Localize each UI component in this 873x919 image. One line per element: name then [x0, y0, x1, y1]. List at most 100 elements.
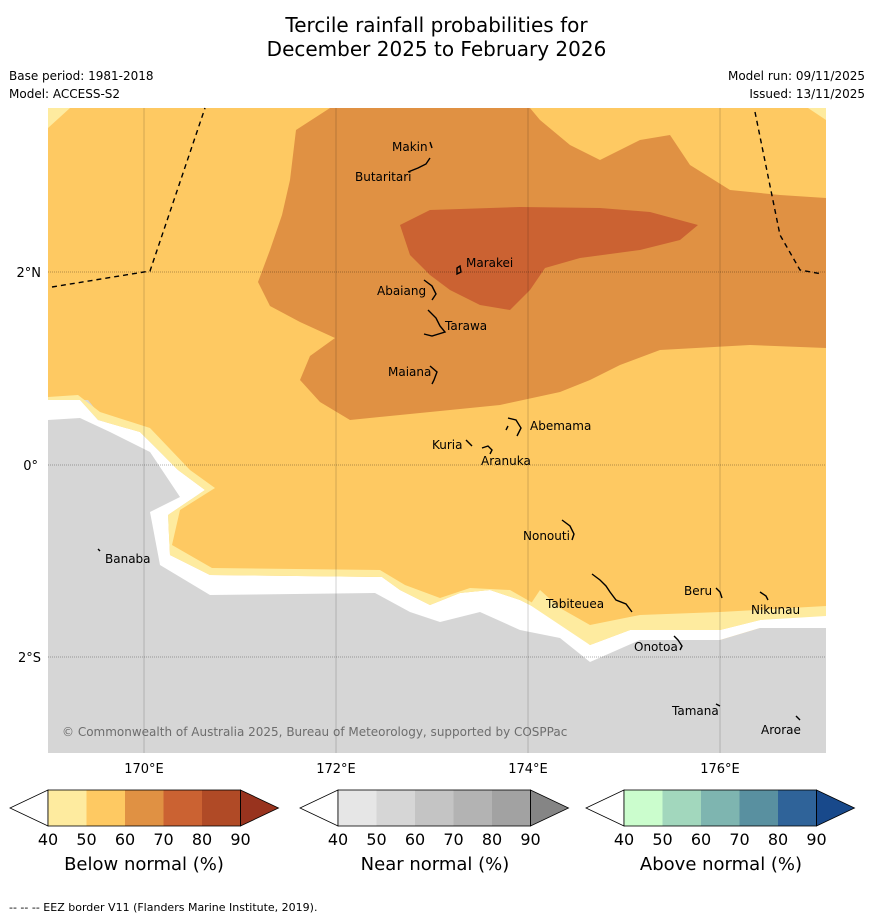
colorbar-near-tick: 90	[520, 830, 540, 849]
colorbar-below-segment	[163, 790, 202, 826]
region-below-70-80	[400, 207, 698, 310]
colorbar-near-tick: 50	[366, 830, 386, 849]
lat-gridlines	[48, 271, 826, 658]
colorbar-below-max-extend	[240, 789, 280, 827]
island-butaritari	[407, 157, 431, 173]
colorbar-below-segment	[202, 790, 241, 826]
label-arorae: Arorae	[761, 723, 801, 737]
colorbar-below-segment	[86, 790, 125, 826]
colorbar-below-tick: 60	[115, 830, 135, 849]
eez-footnote: -- -- -- EEZ border V11 (Flanders Marine…	[9, 901, 318, 914]
island-maiana	[429, 365, 438, 385]
label-butaritari: Butaritari	[355, 170, 412, 184]
island-arorae	[795, 715, 801, 721]
colorbar-near-outline	[337, 789, 531, 827]
colorbar-near-segment	[376, 790, 415, 826]
colorbar-above-tick: 90	[806, 830, 826, 849]
model-run: Model run: 09/11/2025	[727, 69, 865, 83]
colorbar-below-tick: 40	[38, 830, 58, 849]
island-beru	[715, 587, 723, 599]
colorbar-above-outline	[623, 789, 817, 827]
colorbar-above: 40 50 60 70 80 90	[585, 789, 856, 849]
island-banaba	[97, 548, 101, 552]
colorbar-below: 40 50 60 70 80 90	[9, 789, 280, 849]
issued-date: Issued: 13/11/2025	[749, 87, 865, 101]
base-period: Base period: 1981-2018	[9, 69, 154, 83]
colorbar-above-tick: 60	[691, 830, 711, 849]
label-tamana: Tamana	[671, 704, 719, 718]
colorbar-near-tick: 70	[443, 830, 463, 849]
colorbar-below-min-extend	[9, 789, 49, 827]
model-name: Model: ACCESS-S2	[9, 87, 121, 101]
island-nonouti	[561, 519, 575, 541]
colorbar-below-segment	[125, 790, 164, 826]
map-regions	[48, 108, 826, 753]
label-tarawa: Tarawa	[444, 319, 487, 333]
colorbar-above-segment	[662, 790, 701, 826]
eez-border-east	[754, 111, 823, 275]
copyright-text: © Commonwealth of Australia 2025, Bureau…	[62, 725, 567, 739]
label-nikunau: Nikunau	[751, 603, 800, 617]
colorbar-below-tick: 70	[153, 830, 173, 849]
lat-tick-0: 0°	[23, 459, 38, 474]
label-makin: Makin	[392, 140, 428, 154]
colorbar-near-label: Near normal (%)	[360, 854, 510, 875]
colorbar-below-outline	[47, 789, 241, 827]
island-onotoa	[673, 635, 683, 651]
island-makin	[429, 141, 433, 149]
colorbar-above-tick: 50	[652, 830, 672, 849]
island-aranuka	[481, 445, 493, 455]
island-abemama	[505, 417, 522, 437]
label-kuria: Kuria	[432, 438, 463, 452]
label-abemama: Abemama	[530, 419, 591, 433]
label-nonouti: Nonouti	[523, 529, 570, 543]
eez-border-west	[51, 107, 206, 288]
colorbar-near-tick: 40	[328, 830, 348, 849]
colorbar-below-tick: 80	[192, 830, 212, 849]
lon-tick-170e: 170°E	[124, 762, 164, 777]
island-kuria	[465, 439, 473, 447]
lat-tick-2n: 2°N	[17, 266, 42, 281]
lon-gridlines	[143, 108, 721, 753]
label-beru: Beru	[684, 584, 712, 598]
colorbar-above-min-extend	[585, 789, 625, 827]
island-tarawa	[423, 309, 447, 337]
label-marakei: Marakei	[466, 256, 513, 270]
colorbar-near-segment	[492, 790, 531, 826]
region-top-right-light	[808, 108, 826, 120]
region-no-dominant	[48, 400, 826, 662]
colorbar-below-tick: 90	[230, 830, 250, 849]
label-banaba: Banaba	[105, 552, 151, 566]
label-abaiang: Abaiang	[377, 284, 426, 298]
colorbar-near-segment	[338, 790, 377, 826]
eez-border	[51, 107, 823, 288]
colorbars: 40 50 60 70 80 90 40 50 60 70 80 90 40 50 60 70 80 90	[9, 789, 856, 849]
colorbar-near-tick: 80	[482, 830, 502, 849]
lon-tick-174e: 174°E	[508, 762, 548, 777]
island-nikunau	[759, 591, 769, 601]
island-tamana	[715, 703, 721, 707]
island-abaiang	[423, 279, 437, 301]
colorbar-near-min-extend	[299, 789, 339, 827]
title-line-2: December 2025 to February 2026	[266, 37, 607, 61]
region-top-light	[48, 108, 70, 128]
label-tabiteuea: Tabiteuea	[545, 597, 604, 611]
region-below-40-50-east	[530, 590, 826, 645]
island-tabiteuea	[591, 573, 633, 613]
lat-tick-labels: 2°N 0° 2°S	[17, 266, 42, 666]
colorbar-below-segment	[48, 790, 87, 826]
lon-tick-172e: 172°E	[316, 762, 356, 777]
islands	[97, 141, 801, 721]
colorbar-below-label: Below normal (%)	[64, 854, 224, 875]
colorbar-near-segment	[415, 790, 454, 826]
lon-tick-176e: 176°E	[700, 762, 740, 777]
label-onotoa: Onotoa	[634, 640, 678, 654]
place-labels: Makin Butaritari Marakei Abaiang Tarawa …	[105, 140, 801, 737]
lon-tick-labels: 170°E 172°E 174°E 176°E	[124, 762, 740, 777]
title-line-1: Tercile rainfall probabilities for	[285, 13, 588, 37]
lat-tick-2s: 2°S	[18, 651, 41, 666]
colorbar-above-segment	[778, 790, 817, 826]
label-maiana: Maiana	[388, 365, 431, 379]
region-near-normal	[48, 400, 826, 753]
